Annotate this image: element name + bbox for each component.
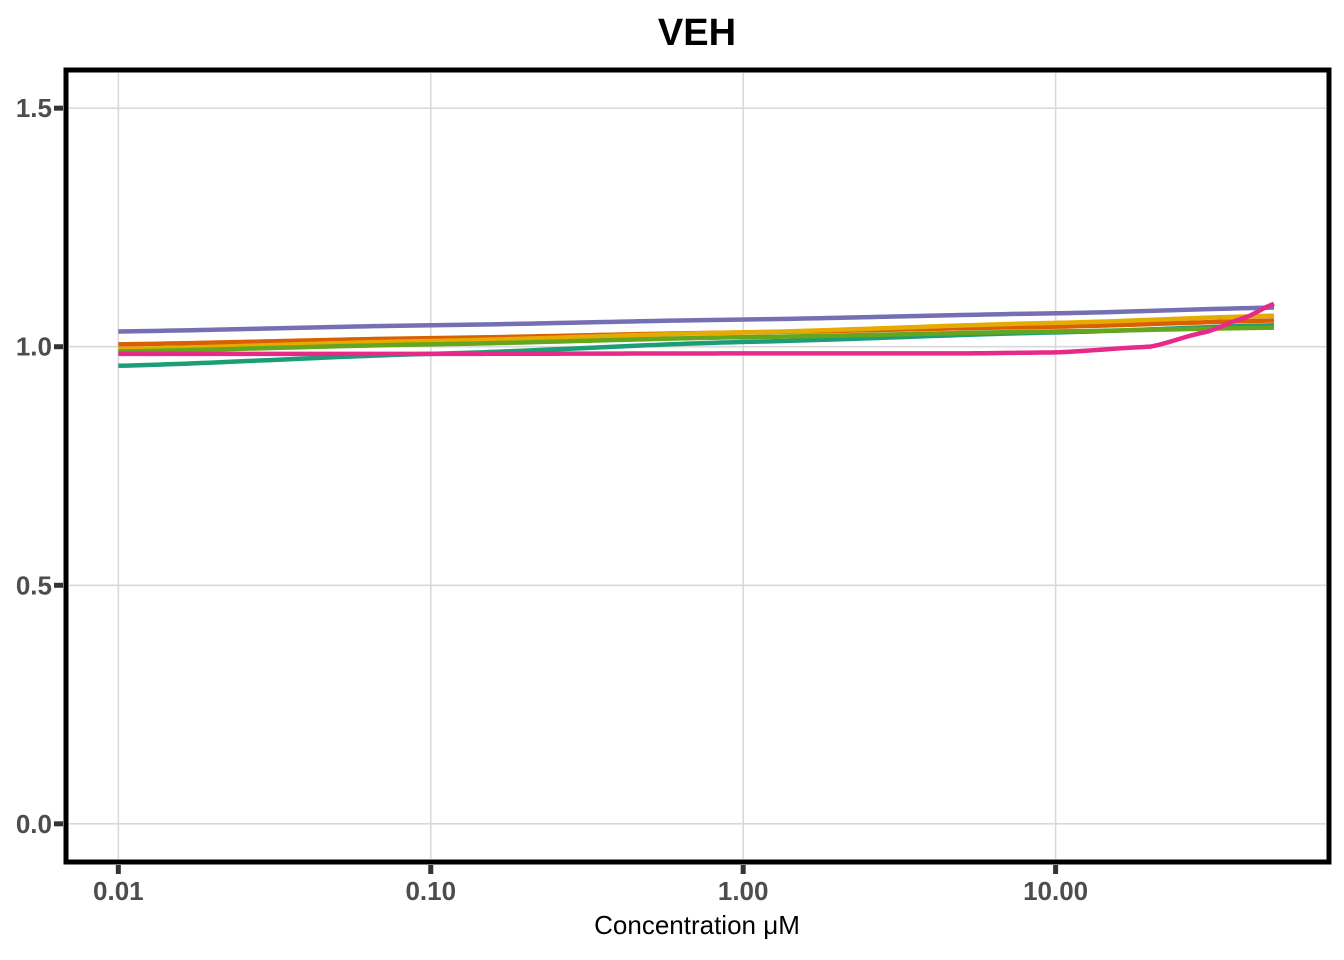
grid-lines: [69, 73, 1326, 859]
series-lines: [118, 301, 1275, 369]
x-tick-label: 0.01: [93, 876, 144, 906]
y-tick-label: 1.5: [16, 93, 52, 123]
x-tick-label: 0.10: [405, 876, 456, 906]
y-tick-label: 1.0: [16, 332, 52, 362]
y-tick-label: 0.0: [16, 809, 52, 839]
x-tick-label: 1.00: [718, 876, 769, 906]
x-axis-label: Concentration μM: [594, 910, 800, 940]
chart-title: VEH: [658, 12, 736, 54]
axis-ticks: 0.01 0.10 1.00 10.00 0.0 0.5 1.0 1.5: [16, 93, 1088, 906]
plot-frame: [63, 67, 1332, 865]
series-line: [118, 301, 1275, 357]
series-line: [118, 313, 1275, 352]
series-line: [118, 305, 1275, 334]
y-tick-label: 0.5: [16, 570, 52, 600]
x-tick-label: 10.00: [1023, 876, 1088, 906]
series-line: [118, 325, 1275, 354]
